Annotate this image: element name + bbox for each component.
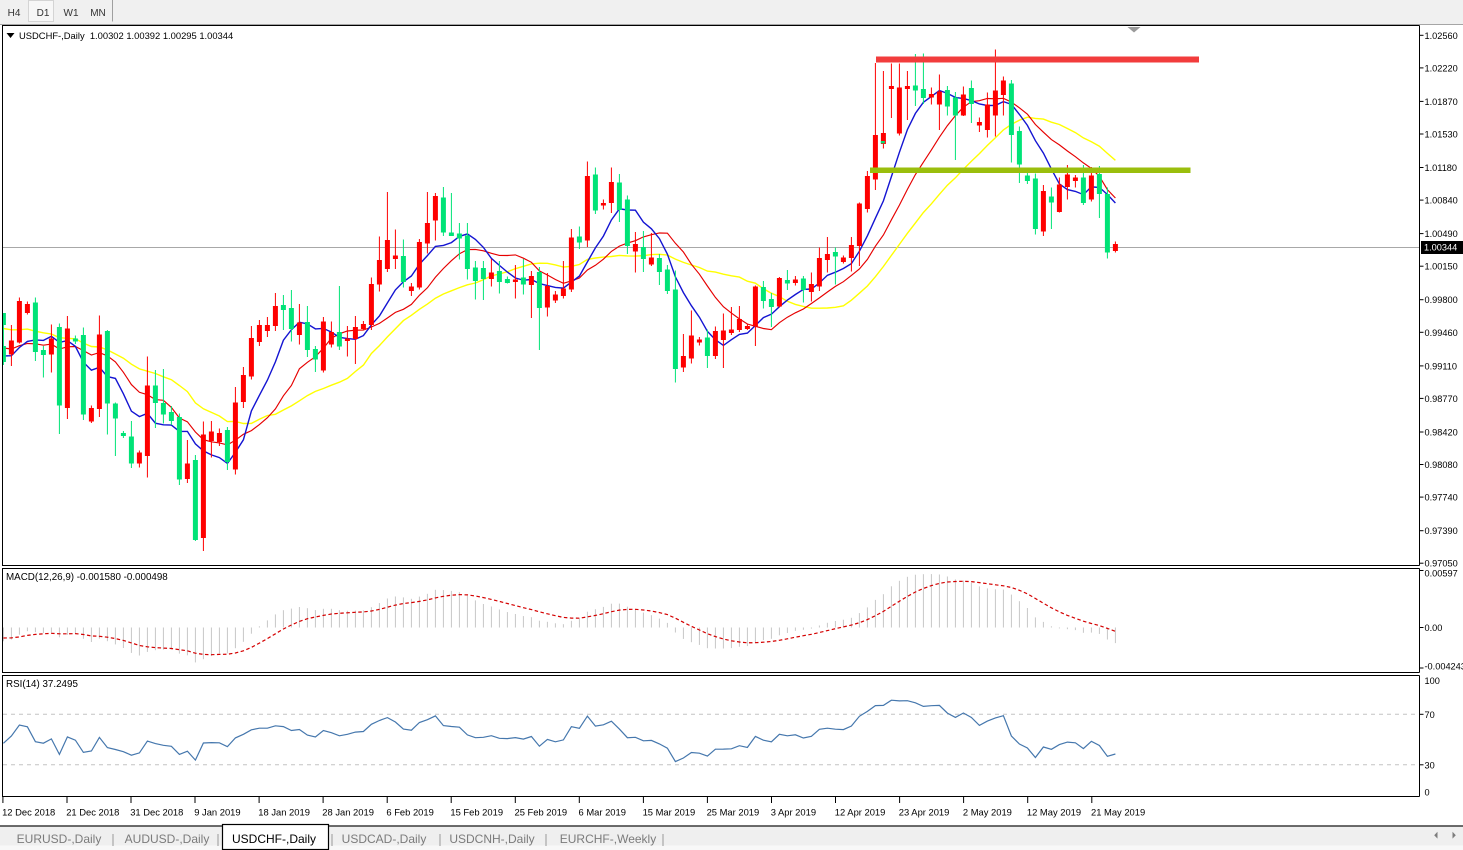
svg-text:15 Feb 2019: 15 Feb 2019 [450,807,503,818]
svg-text:25 Feb 2019: 25 Feb 2019 [515,807,568,818]
svg-text:0.00597: 0.00597 [1425,569,1458,579]
svg-text:12 Dec 2018: 12 Dec 2018 [2,807,55,818]
svg-text:USDCNH-,Daily: USDCNH-,Daily [449,832,534,846]
svg-text:H4: H4 [8,8,21,19]
svg-text:USDCAD-,Daily: USDCAD-,Daily [342,832,427,846]
svg-text:30: 30 [1425,760,1435,770]
svg-text:2 May 2019: 2 May 2019 [963,807,1012,818]
svg-text:D1: D1 [37,8,50,19]
svg-text:12 Apr 2019: 12 Apr 2019 [835,807,886,818]
svg-text:23 Apr 2019: 23 Apr 2019 [899,807,950,818]
svg-text:-0.004243: -0.004243 [1425,662,1463,672]
svg-text:100: 100 [1425,676,1440,686]
svg-text:1.00150: 1.00150 [1425,262,1458,272]
svg-text:1.00344: 1.00344 [1424,243,1457,253]
svg-text:1.00840: 1.00840 [1425,196,1458,206]
svg-text:6 Mar 2019: 6 Mar 2019 [579,807,626,818]
svg-text:MACD(12,26,9) -0.001580 -0.000: MACD(12,26,9) -0.001580 -0.000498 [6,572,168,583]
svg-text:0.99110: 0.99110 [1425,361,1458,371]
svg-text:1.01870: 1.01870 [1425,97,1458,107]
svg-text:EURUSD-,Daily: EURUSD-,Daily [17,832,102,846]
svg-text:1.01530: 1.01530 [1425,130,1458,140]
svg-text:25 Mar 2019: 25 Mar 2019 [707,807,760,818]
svg-text:31 Dec 2018: 31 Dec 2018 [130,807,183,818]
svg-text:1.02220: 1.02220 [1425,63,1458,73]
svg-text:0.98420: 0.98420 [1425,428,1458,438]
svg-text:21 May 2019: 21 May 2019 [1091,807,1145,818]
svg-text:0.97740: 0.97740 [1425,493,1458,503]
svg-text:0.97050: 0.97050 [1425,559,1458,569]
svg-text:0.97390: 0.97390 [1425,526,1458,536]
svg-text:21 Dec 2018: 21 Dec 2018 [66,807,119,818]
svg-text:28 Jan 2019: 28 Jan 2019 [322,807,374,818]
svg-text:0.00: 0.00 [1425,623,1443,633]
svg-text:MN: MN [90,8,106,19]
svg-text:18 Jan 2019: 18 Jan 2019 [258,807,310,818]
svg-text:0.99460: 0.99460 [1425,328,1458,338]
svg-text:0: 0 [1425,788,1430,798]
svg-text:EURCHF-,Weekly: EURCHF-,Weekly [560,832,656,846]
svg-text:0.98080: 0.98080 [1425,460,1458,470]
svg-text:0.98770: 0.98770 [1425,394,1458,404]
svg-text:RSI(14) 37.2495: RSI(14) 37.2495 [6,679,78,690]
svg-text:1.01180: 1.01180 [1425,163,1458,173]
svg-text:15 Mar 2019: 15 Mar 2019 [643,807,696,818]
svg-text:USDCHF-,Daily 1.00302 1.00392: USDCHF-,Daily 1.00302 1.00392 1.00295 1.… [19,30,233,41]
svg-text:0.99800: 0.99800 [1425,295,1458,305]
svg-text:AUDUSD-,Daily: AUDUSD-,Daily [125,832,210,846]
svg-text:12 May 2019: 12 May 2019 [1027,807,1081,818]
svg-text:1.02560: 1.02560 [1425,31,1458,41]
svg-text:3 Apr 2019: 3 Apr 2019 [771,807,816,818]
svg-text:W1: W1 [64,8,79,19]
svg-text:USDCHF-,Daily: USDCHF-,Daily [232,832,316,846]
svg-text:70: 70 [1425,710,1435,720]
svg-text:9 Jan 2019: 9 Jan 2019 [194,807,240,818]
svg-text:6 Feb 2019: 6 Feb 2019 [386,807,433,818]
svg-text:1.00490: 1.00490 [1425,229,1458,239]
